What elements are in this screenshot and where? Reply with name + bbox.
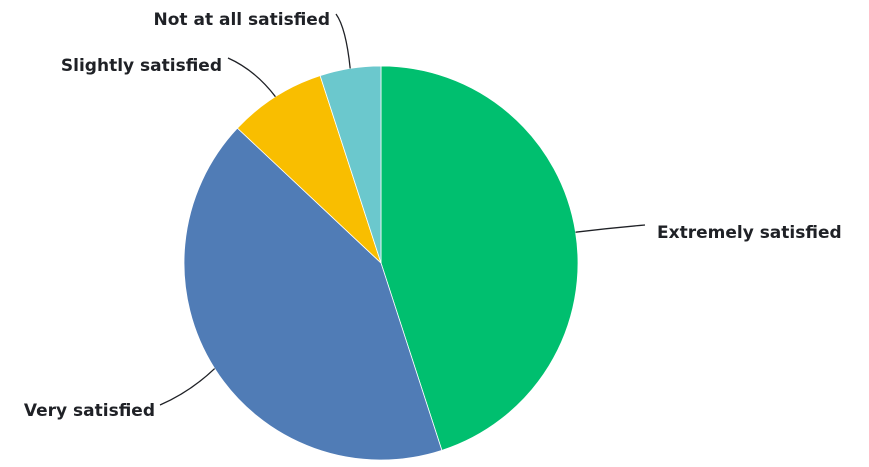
leader-not-at-all-satisfied [335,13,351,69]
leader-extremely-satisfied [575,224,646,233]
label-slightly-satisfied: Slightly satisfied [61,56,222,76]
leader-slightly-satisfied [227,57,276,98]
slice-extremely-satisfied [380,65,579,451]
slice-not-at-all-satisfied [319,65,382,264]
pie-slices [183,65,579,461]
label-extremely-satisfied: Extremely satisfied [657,223,842,243]
slice-slightly-satisfied [236,75,382,264]
leader-very-satisfied [159,368,216,406]
slice-very-satisfied [183,127,443,461]
label-not-at-all-satisfied: Not at all satisfied [154,10,330,30]
pie-leader-lines [159,13,646,406]
label-very-satisfied: Very satisfied [24,401,155,421]
